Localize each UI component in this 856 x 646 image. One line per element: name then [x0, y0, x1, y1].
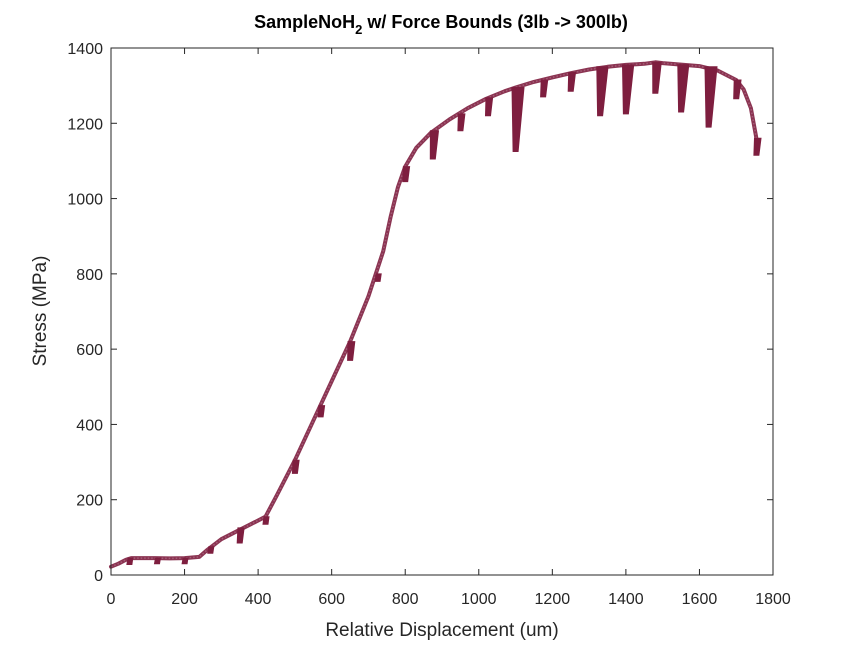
y-axis-label: Stress (MPa) — [30, 256, 51, 367]
title-text-start: SampleNoH — [254, 12, 355, 32]
x-tick-label: 600 — [318, 591, 345, 608]
unloading-dip — [753, 137, 762, 156]
unloading-dip — [291, 459, 300, 474]
x-axis-label: Relative Displacement (um) — [325, 620, 558, 641]
axes — [110, 47, 774, 576]
title-text-end: w/ Force Bounds (3lb -> 300lb) — [362, 12, 628, 32]
unloading-dip — [153, 557, 161, 565]
plot-area — [109, 60, 762, 569]
unloading-dip — [126, 557, 134, 565]
x-tick-label: 1400 — [608, 591, 644, 608]
chart-title: SampleNoH2 w/ Force Bounds (3lb -> 300lb… — [254, 12, 628, 37]
y-tick-label: 1200 — [67, 116, 103, 133]
unloading-dip — [652, 61, 662, 94]
unloading-dip — [181, 557, 189, 565]
x-tick-label: 200 — [171, 591, 198, 608]
unloading-dip — [567, 72, 577, 92]
y-tick-label: 400 — [76, 417, 103, 434]
unloading-dip — [677, 64, 690, 113]
x-axis-ticks: 0 200 400 600 800 1000 1200 1400 1600 1800 — [107, 48, 791, 608]
y-tick-label: 200 — [76, 493, 103, 510]
y-tick-label: 1000 — [67, 192, 103, 209]
unloading-dip — [347, 341, 356, 361]
title-subscript: 2 — [355, 22, 362, 37]
unloading-dip — [429, 130, 440, 160]
y-tick-label: 0 — [94, 568, 103, 585]
unloading-dip — [262, 516, 270, 525]
unloading-dip — [236, 527, 245, 544]
y-tick-label: 1400 — [67, 41, 103, 58]
x-tick-label: 800 — [392, 591, 419, 608]
unloading-dip — [457, 113, 466, 132]
unloading-dip — [484, 97, 494, 117]
unloading-dip — [733, 79, 742, 100]
unloading-dip — [704, 66, 718, 128]
unloading-dip — [621, 64, 635, 115]
unloading-dip — [374, 273, 382, 282]
y-tick-label: 600 — [76, 342, 103, 359]
x-tick-label: 1200 — [535, 591, 571, 608]
unloading-dip — [511, 87, 525, 152]
x-tick-label: 1800 — [755, 591, 791, 608]
x-tick-label: 400 — [245, 591, 272, 608]
unloading-dip — [540, 79, 549, 98]
x-tick-label: 1600 — [682, 591, 718, 608]
x-tick-label: 1000 — [461, 591, 497, 608]
axes-box — [110, 47, 774, 576]
x-tick-label: 0 — [107, 591, 116, 608]
unloading-dip — [207, 546, 215, 554]
unloading-dip — [402, 166, 411, 183]
y-tick-label: 800 — [76, 267, 103, 284]
y-axis-ticks: 0 200 400 600 800 1000 1200 1400 — [67, 41, 773, 585]
unloading-dip — [317, 405, 326, 418]
unloading-dip — [596, 66, 609, 117]
